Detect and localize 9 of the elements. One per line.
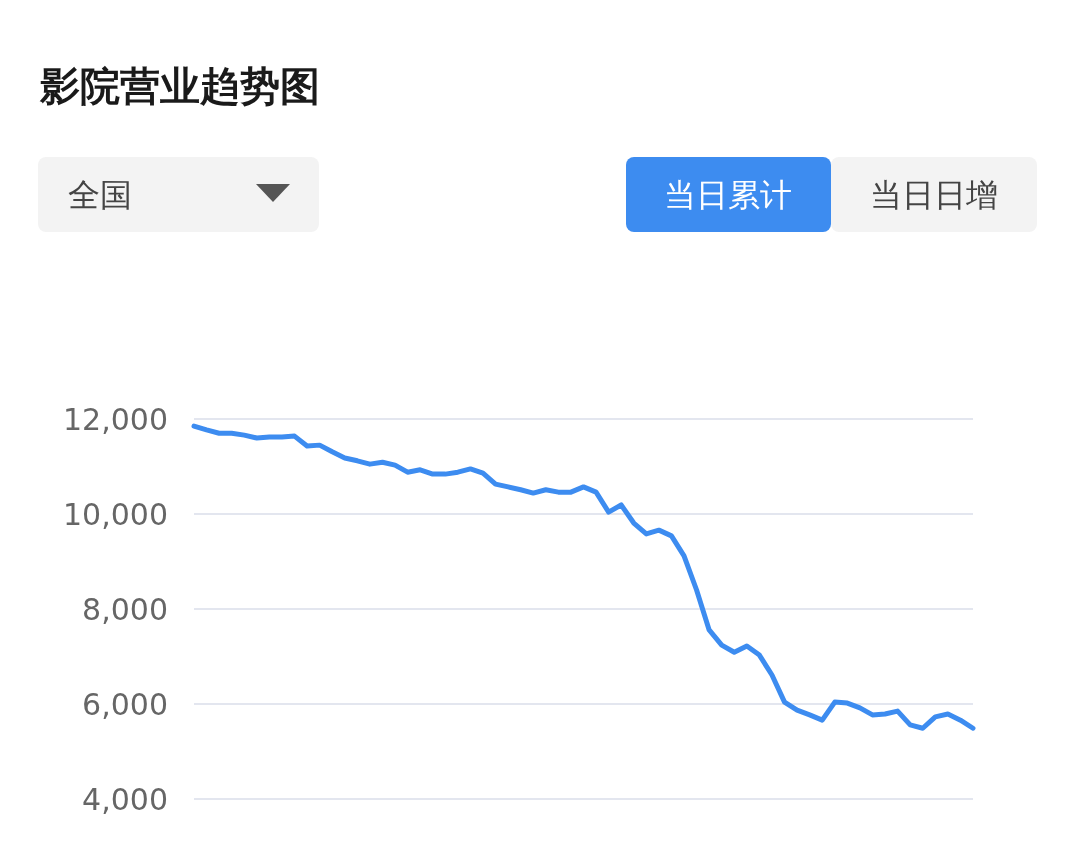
text: 全国 — [68, 176, 132, 214]
y-tick-label: 6,000 — [82, 687, 168, 722]
y-tick-label: 12,000 — [63, 402, 168, 437]
y-tick-label: 4,000 — [82, 782, 168, 817]
title: 影院营业趋势图 — [40, 63, 320, 109]
text: 当日累计 — [664, 176, 792, 214]
text: 当日日增 — [870, 176, 998, 214]
y-tick-label: 8,000 — [82, 592, 168, 627]
y-tick-label: 10,000 — [63, 497, 168, 532]
